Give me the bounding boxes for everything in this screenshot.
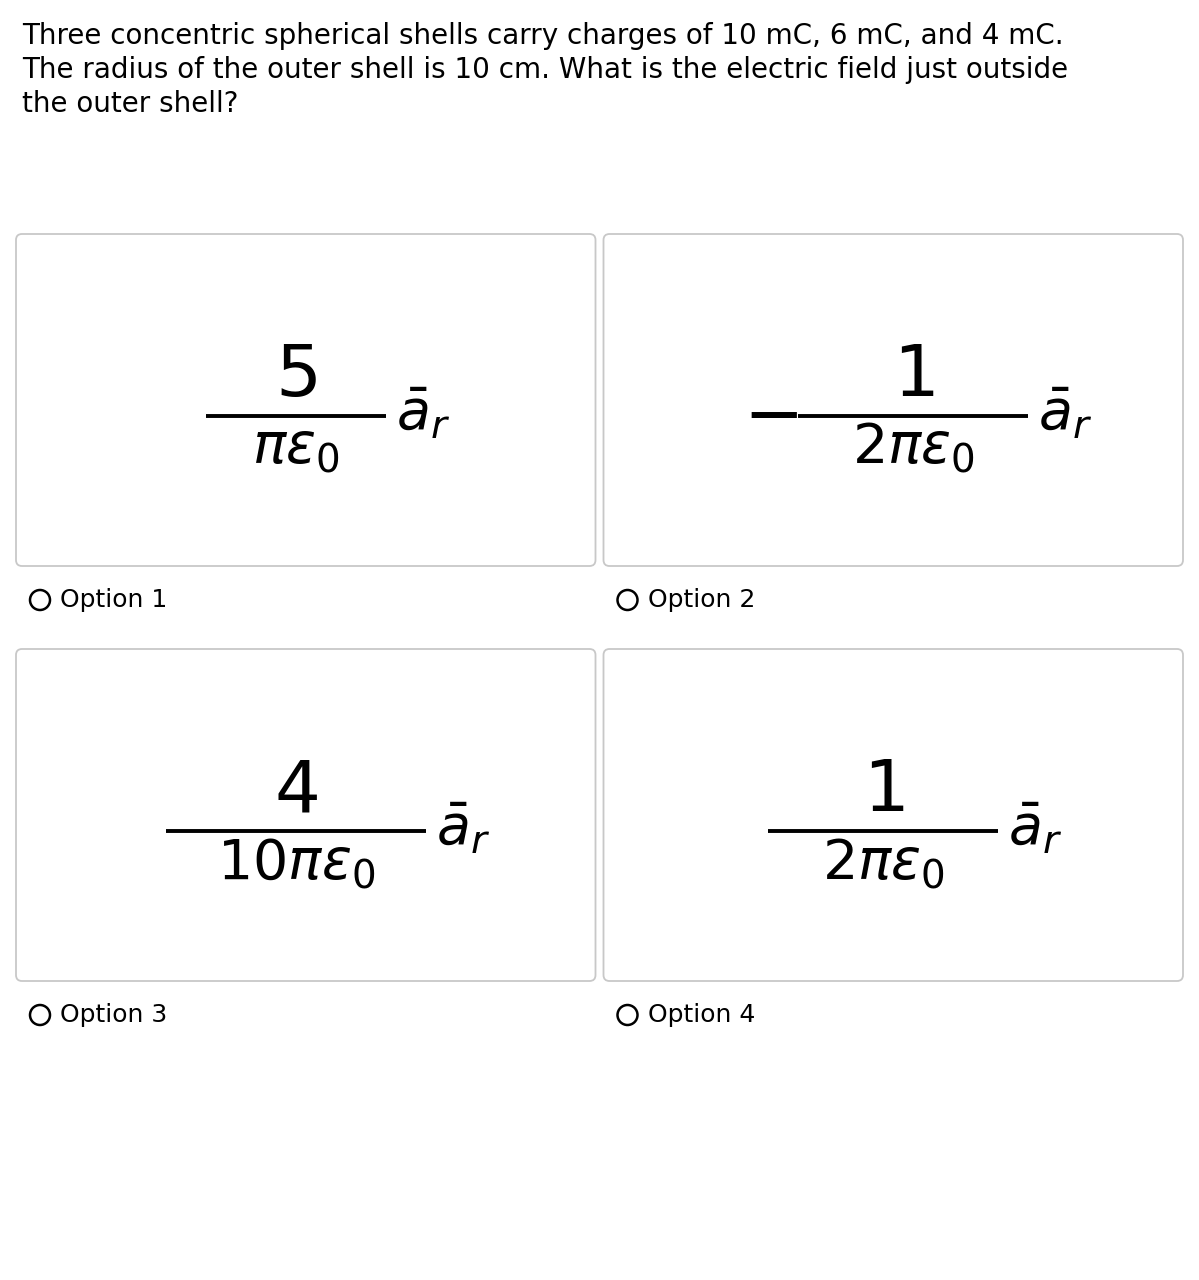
Text: $10\pi\varepsilon_0$: $10\pi\varepsilon_0$ [217,836,375,890]
Text: $\bar{a}_r$: $\bar{a}_r$ [435,801,490,856]
Text: Option 4: Option 4 [647,1004,755,1027]
Text: $\bar{a}_r$: $\bar{a}_r$ [1008,801,1062,856]
FancyBboxPatch shape [603,649,1183,980]
Text: $4$: $4$ [273,756,318,826]
Text: Option 2: Option 2 [647,588,755,612]
FancyBboxPatch shape [603,234,1183,566]
Text: $\bar{a}_r$: $\bar{a}_r$ [396,387,451,442]
FancyBboxPatch shape [16,234,596,566]
Text: $2\pi\varepsilon_0$: $2\pi\varepsilon_0$ [851,421,975,475]
Text: The radius of the outer shell is 10 cm. What is the electric field just outside: The radius of the outer shell is 10 cm. … [22,56,1068,84]
Text: Option 1: Option 1 [60,588,167,612]
Text: $1$: $1$ [862,756,904,826]
Text: $\pi\varepsilon_0$: $\pi\varepsilon_0$ [252,421,339,475]
FancyBboxPatch shape [16,649,596,980]
Text: Three concentric spherical shells carry charges of 10 mC, 6 mC, and 4 mC.: Three concentric spherical shells carry … [22,22,1064,50]
Text: $2\pi\varepsilon_0$: $2\pi\varepsilon_0$ [821,836,945,890]
Text: $-$: $-$ [743,381,797,451]
Text: the outer shell?: the outer shell? [22,90,239,118]
Text: $1$: $1$ [892,342,934,411]
Text: Option 3: Option 3 [60,1004,167,1027]
Text: $\bar{a}_r$: $\bar{a}_r$ [1038,387,1092,442]
Text: $5$: $5$ [275,342,317,411]
